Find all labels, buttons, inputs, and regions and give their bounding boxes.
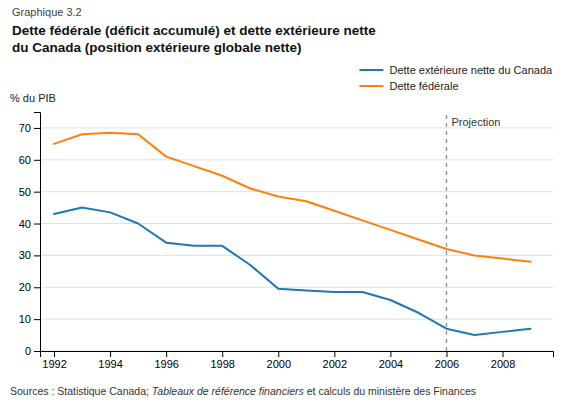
x-tick: 1994 xyxy=(98,351,122,370)
grid-line xyxy=(40,191,553,192)
x-tick-mark xyxy=(54,351,55,357)
y-tick-label: 40 xyxy=(19,218,31,230)
y-tick: 70 xyxy=(19,122,40,134)
x-tick-label: 1994 xyxy=(98,358,122,370)
y-tick-mark xyxy=(34,128,40,129)
source-part: Sources : Statistique Canada; xyxy=(10,385,152,397)
x-tick: 1996 xyxy=(154,351,178,370)
y-tick: 10 xyxy=(19,313,40,325)
x-tick-mark xyxy=(222,351,223,357)
series-line xyxy=(54,133,531,262)
legend-label: Dette extérieure nette du Canada xyxy=(389,64,553,76)
y-tick-mark xyxy=(34,351,40,352)
y-tick: 30 xyxy=(19,249,40,261)
y-axis-line xyxy=(34,113,41,352)
y-axis: 0 10 20 30 40 50 60 70 xyxy=(19,113,41,358)
grid-line xyxy=(40,223,553,224)
legend: Dette extérieure nette du Canada Dette fé… xyxy=(359,64,553,92)
y-tick: 60 xyxy=(19,154,40,166)
x-tick-label: 2008 xyxy=(491,358,515,370)
x-axis: 1992 1994 1996 1998 2000 2002 2004 2006 2008 xyxy=(41,351,554,370)
y-tick-mark xyxy=(34,287,40,288)
source-part: et calculs du ministère des Finances xyxy=(304,385,476,397)
grid-line xyxy=(40,159,553,160)
legend-swatch xyxy=(359,69,383,71)
x-tick-label: 2006 xyxy=(435,358,459,370)
series-line xyxy=(54,208,531,335)
x-tick-label: 1998 xyxy=(210,358,234,370)
y-tick-label: 10 xyxy=(19,313,31,325)
y-tick-mark xyxy=(34,224,40,225)
x-tick-mark xyxy=(390,351,391,357)
x-tick-label: 1992 xyxy=(42,358,66,370)
y-tick-mark xyxy=(34,192,40,193)
x-tick: 2006 xyxy=(435,351,459,370)
subtitle: Graphique 3.2 xyxy=(12,6,82,18)
title: du Canada (position extérieure globale n… xyxy=(12,40,302,55)
x-tick-mark xyxy=(278,351,279,357)
grid xyxy=(40,128,553,351)
y-tick: 0 xyxy=(25,345,40,357)
y-tick-mark xyxy=(34,255,40,256)
x-tick-label: 2002 xyxy=(323,358,347,370)
y-axis-title: % du PIB xyxy=(10,92,56,104)
grid-line xyxy=(40,287,553,288)
legend-item: Dette extérieure nette du Canada xyxy=(359,64,553,76)
legend-label: Dette fédérale xyxy=(389,80,458,92)
x-axis-line xyxy=(41,352,554,358)
y-tick-label: 70 xyxy=(19,122,31,134)
grid-line xyxy=(40,319,553,320)
projection-line xyxy=(446,112,447,351)
x-tick: 1998 xyxy=(210,351,234,370)
source: Sources : Statistique Canada; Tableaux d… xyxy=(10,385,476,397)
legend-item: Dette fédérale xyxy=(359,80,458,92)
x-tick-label: 1996 xyxy=(154,358,178,370)
y-tick-mark xyxy=(34,319,40,320)
x-tick: 1992 xyxy=(42,351,66,370)
chart: Graphique 3.2 Dette fédérale (déficit acc… xyxy=(0,0,575,403)
x-tick: 2002 xyxy=(323,351,347,370)
y-tick-label: 60 xyxy=(19,154,31,166)
source-part: Tableaux de référence financiers xyxy=(152,385,305,397)
y-tick-mark xyxy=(34,160,40,161)
y-tick-label: 0 xyxy=(25,345,31,357)
title: Dette fédérale (déficit accumulé) et det… xyxy=(12,23,376,38)
x-tick-mark xyxy=(446,351,447,357)
y-tick: 50 xyxy=(19,186,40,198)
y-tick-label: 30 xyxy=(19,249,31,261)
x-tick-mark xyxy=(503,351,504,357)
x-tick: 2008 xyxy=(491,351,515,370)
y-tick: 20 xyxy=(19,281,40,293)
y-tick-label: 20 xyxy=(19,281,31,293)
y-tick: 40 xyxy=(19,218,40,230)
x-tick-mark xyxy=(334,351,335,357)
x-tick-label: 2004 xyxy=(379,358,403,370)
x-tick: 2004 xyxy=(379,351,403,370)
annotation: Projection xyxy=(451,116,500,128)
y-tick-label: 50 xyxy=(19,186,31,198)
x-tick-mark xyxy=(110,351,111,357)
plot-area xyxy=(54,112,531,351)
x-tick-label: 2000 xyxy=(267,358,291,370)
x-tick: 2000 xyxy=(267,351,291,370)
x-tick-mark xyxy=(166,351,167,357)
legend-swatch xyxy=(359,85,383,87)
